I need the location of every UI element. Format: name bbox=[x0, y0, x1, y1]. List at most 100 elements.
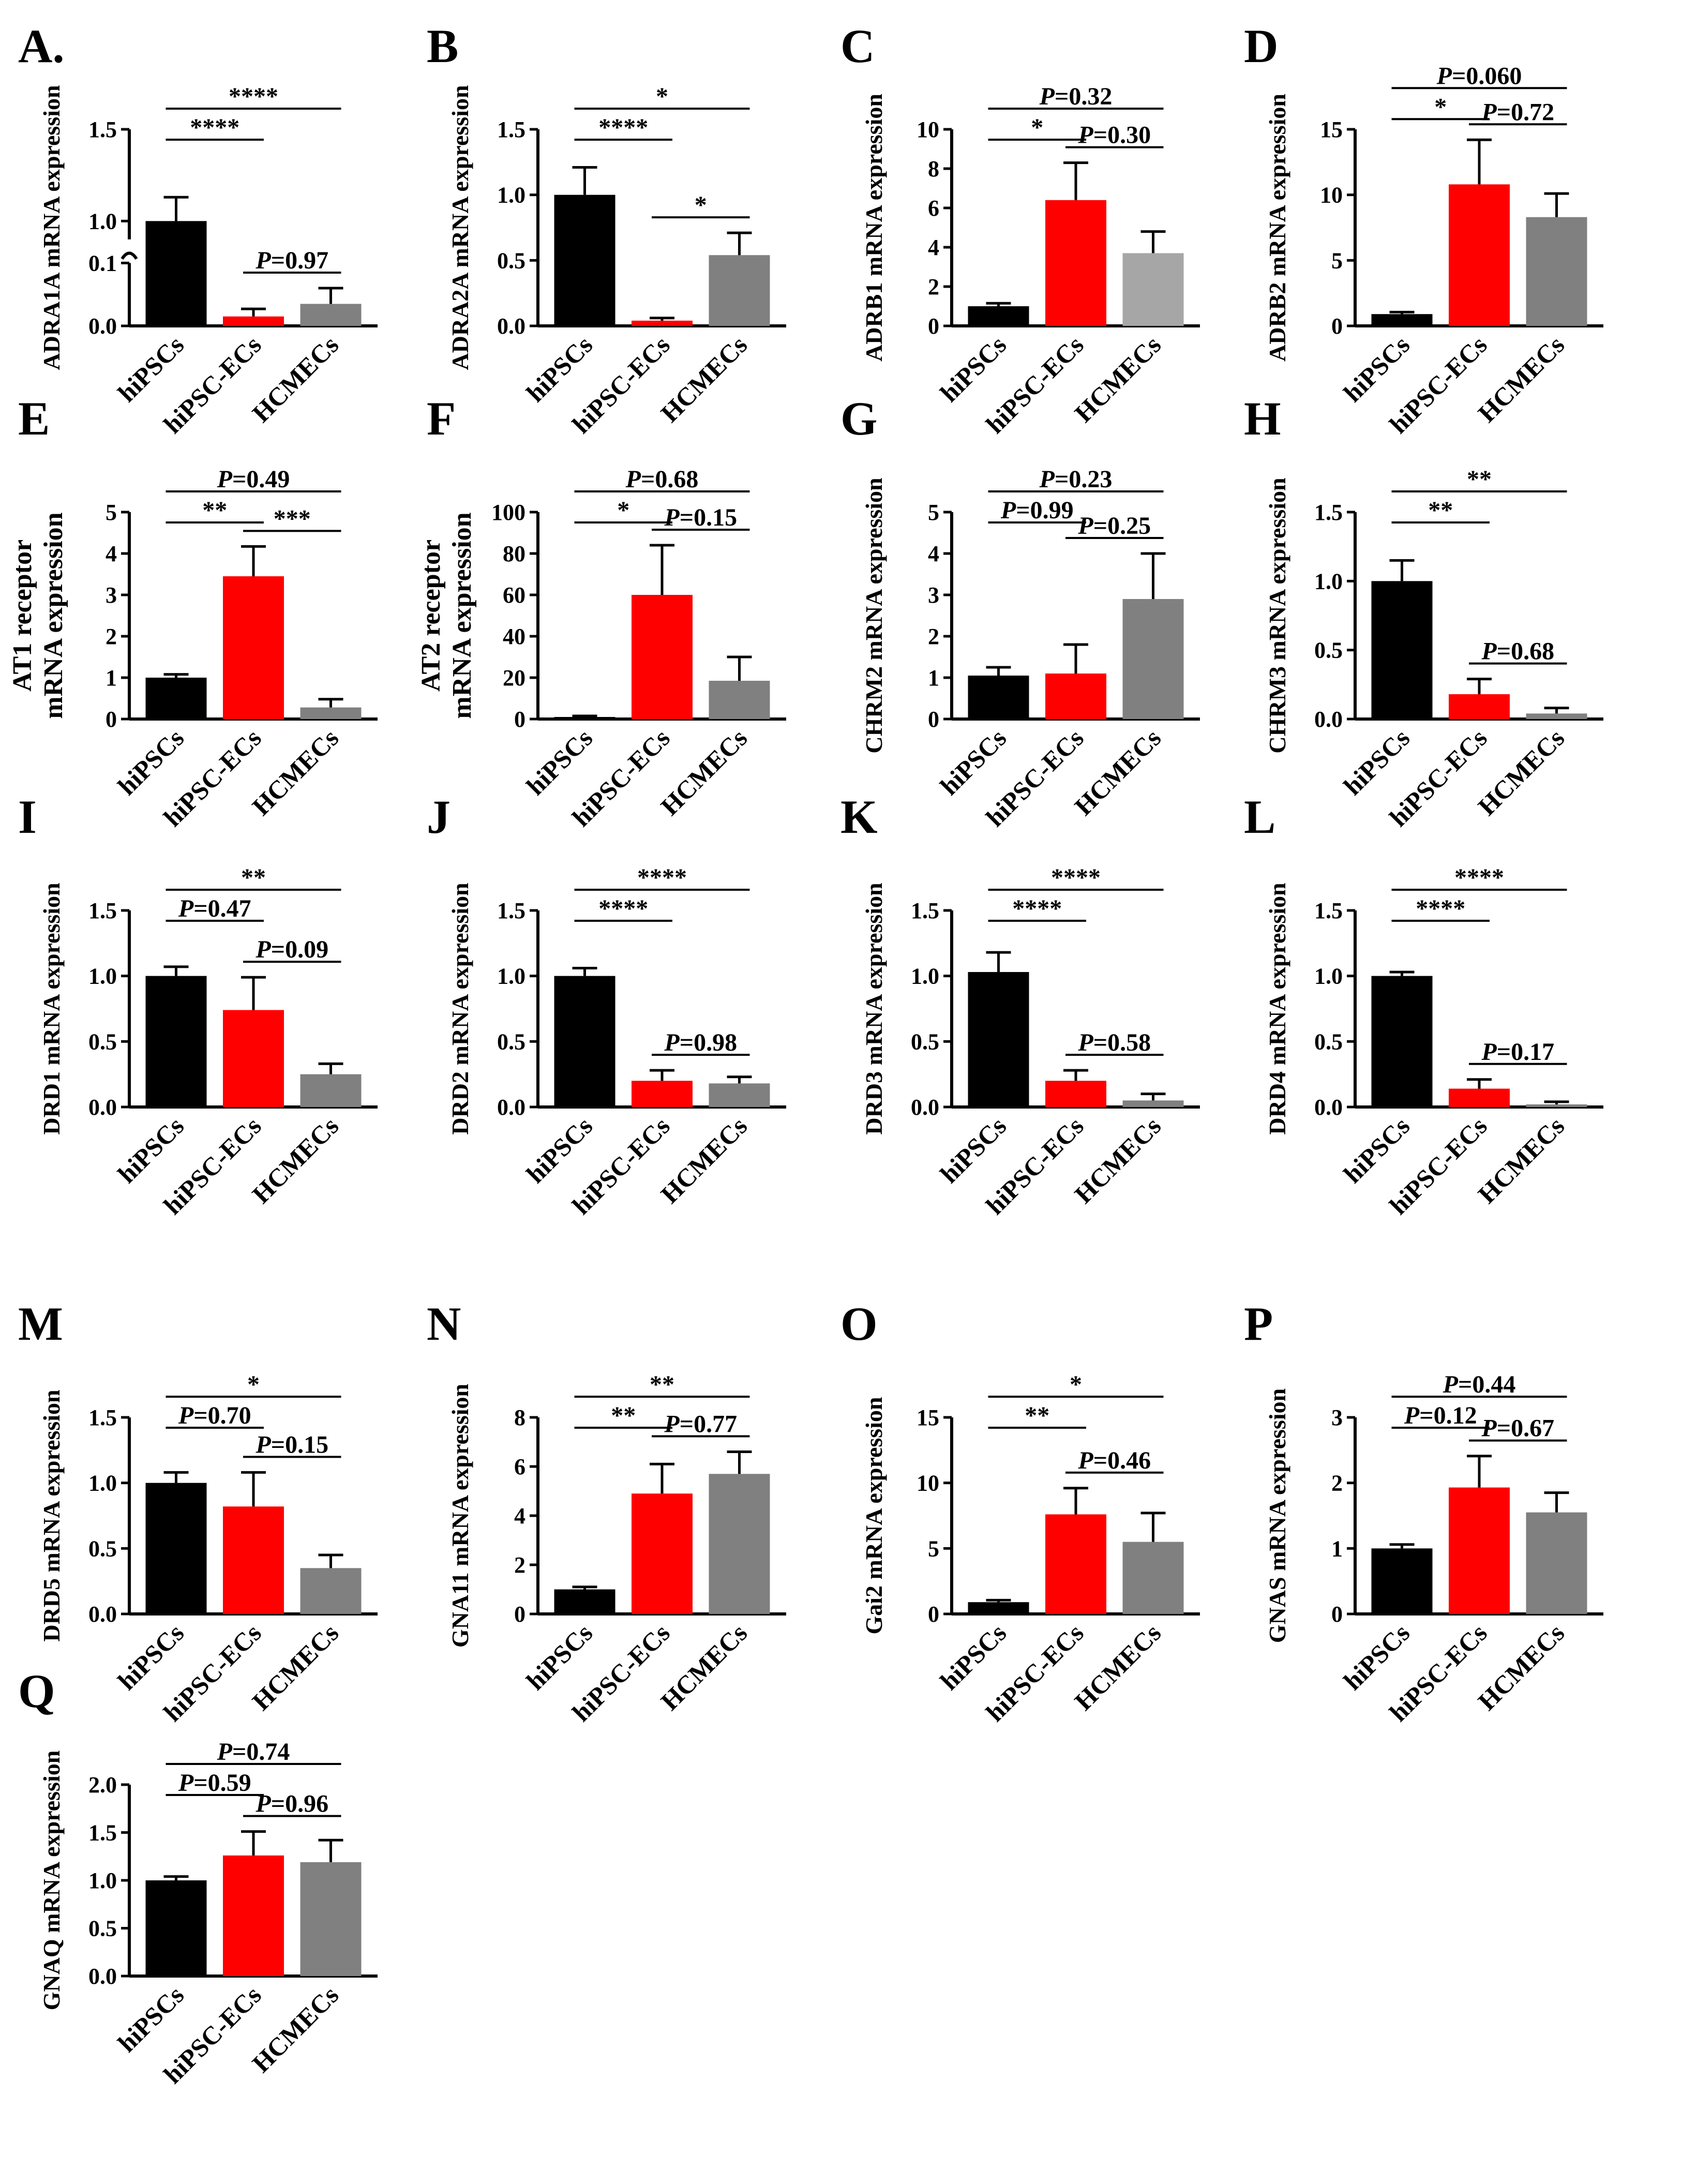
significance-label: P=0.98 bbox=[664, 1029, 737, 1056]
significance-label: P=0.47 bbox=[178, 895, 251, 922]
significance-label: * bbox=[617, 497, 629, 524]
y-tick-label: 0 bbox=[928, 313, 939, 339]
y-tick-label: 3 bbox=[1331, 1405, 1343, 1430]
bar-hipscs bbox=[1371, 581, 1433, 719]
y-tick-label: 4 bbox=[928, 541, 939, 566]
significance-label: * bbox=[1031, 114, 1043, 141]
panel-f: F 0 20 40 60 80 100 AT2 receptor mRNA expression… bbox=[416, 392, 786, 832]
significance-label: **** bbox=[190, 114, 239, 141]
significance-label: P=0.99 bbox=[1000, 497, 1074, 524]
y-tick-label: 1.5 bbox=[911, 898, 939, 923]
panel-letter-p: P bbox=[1244, 1297, 1273, 1350]
x-category-label: HCMECs bbox=[1472, 330, 1570, 428]
x-category-label: hiPSCs bbox=[112, 330, 190, 408]
significance-label: P=0.74 bbox=[217, 1738, 290, 1766]
x-category-label: HCMECs bbox=[1069, 330, 1166, 428]
y-axis-label: DRD4 mRNA expression bbox=[1264, 882, 1290, 1134]
significance-label: * bbox=[695, 191, 707, 219]
bar-hipscs bbox=[554, 717, 615, 719]
significance-label: **** bbox=[1012, 895, 1062, 922]
y-tick-label: 1.5 bbox=[1314, 898, 1343, 923]
significance-label: **** bbox=[1416, 895, 1465, 922]
significance-label: P=0.72 bbox=[1481, 98, 1554, 126]
y-tick-label: 0.0 bbox=[1314, 707, 1343, 732]
y-tick-label: 1.0 bbox=[1314, 964, 1343, 989]
x-category-label: HCMECs bbox=[1472, 723, 1570, 821]
significance-label: P=0.17 bbox=[1481, 1038, 1554, 1066]
significance-label: P=0.58 bbox=[1077, 1029, 1151, 1056]
bar-hipscs bbox=[145, 1483, 207, 1614]
y-axis-label: DRD5 mRNA expression bbox=[38, 1389, 65, 1641]
bar-hipscs bbox=[968, 972, 1029, 1107]
y-tick-label: 1 bbox=[928, 665, 939, 691]
x-category-label: hiPSCs bbox=[1338, 1618, 1416, 1696]
bar-hipscs bbox=[554, 1589, 615, 1614]
y-tick-label: 0 bbox=[514, 1602, 525, 1627]
bar-hcmecs bbox=[1122, 599, 1184, 719]
x-category-label: HCMECs bbox=[1069, 1618, 1166, 1716]
axis-break-mark bbox=[121, 251, 138, 260]
panel-letter-i: I bbox=[18, 790, 37, 843]
y-tick-label: 0 bbox=[928, 707, 939, 732]
y-tick-label: 0 bbox=[1331, 1602, 1343, 1627]
significance-label: P=0.49 bbox=[217, 466, 290, 493]
y-tick-label: 4 bbox=[106, 541, 117, 566]
panel-letter-f: F bbox=[427, 392, 456, 445]
significance-label: P=0.23 bbox=[1039, 466, 1113, 493]
y-tick-label: 0.5 bbox=[88, 1916, 117, 1941]
bar-hipscs bbox=[968, 676, 1029, 719]
panel-a: A. 0.0 0.1 1.0 1.5 ADRA1A mRNA expression hiPS… bbox=[18, 20, 378, 439]
y-axis-label: ADRB1 mRNA expression bbox=[861, 94, 887, 362]
significance-label: P=0.44 bbox=[1443, 1371, 1516, 1398]
y-tick-label: 8 bbox=[928, 156, 939, 182]
bar-hcmecs bbox=[300, 1862, 362, 1976]
x-category-label: hiPSCs bbox=[112, 1111, 190, 1189]
significance-label: P=0.30 bbox=[1077, 122, 1151, 149]
x-category-label: HCMECs bbox=[246, 1618, 344, 1716]
significance-label: P=0.67 bbox=[1481, 1415, 1554, 1442]
y-tick-label: 100 bbox=[491, 500, 525, 525]
panel-letter-o: O bbox=[840, 1297, 878, 1350]
x-category-label: HCMECs bbox=[1472, 1111, 1570, 1209]
bar-hipsc-ecs bbox=[223, 1010, 284, 1107]
y-tick-label: 4 bbox=[928, 235, 939, 260]
y-tick-label: 0.0 bbox=[88, 313, 117, 339]
y-axis-label: DRD3 mRNA expression bbox=[861, 882, 887, 1134]
bar-hipscs bbox=[554, 195, 615, 326]
bar-hipsc-ecs bbox=[1449, 1088, 1510, 1107]
y-tick-label: 2 bbox=[928, 624, 939, 649]
y-tick-label: 0.5 bbox=[1314, 1029, 1343, 1054]
y-tick-label: 1.0 bbox=[88, 964, 117, 989]
significance-label: ** bbox=[1428, 497, 1453, 524]
y-tick-label: 1.0 bbox=[88, 1868, 117, 1893]
bar-hipsc-ecs bbox=[632, 320, 693, 326]
significance-label: ** bbox=[650, 1371, 674, 1398]
bar-hcmecs bbox=[1526, 1104, 1587, 1107]
panel-letter-d: D bbox=[1244, 20, 1278, 72]
y-tick-label: 1.5 bbox=[88, 1405, 117, 1430]
y-tick-label: 5 bbox=[928, 1536, 939, 1561]
y-axis-label: ADRB2 mRNA expression bbox=[1264, 94, 1290, 362]
significance-label: P=0.77 bbox=[664, 1411, 737, 1438]
significance-label: ** bbox=[1467, 466, 1492, 493]
panel-b: B 0.0 0.5 1.0 1.5 ADRA2A mRNA expression hiPSC… bbox=[427, 20, 786, 439]
bar-hcmecs bbox=[1122, 1100, 1184, 1107]
y-tick-label: 6 bbox=[928, 196, 939, 221]
bar-hipscs bbox=[145, 221, 207, 326]
y-tick-label: 0.5 bbox=[88, 1536, 117, 1561]
significance-label: P=0.25 bbox=[1077, 512, 1151, 540]
bar-hipscs bbox=[968, 306, 1029, 326]
x-category-label: HCMECs bbox=[1472, 1618, 1570, 1716]
x-category-label: HCMECs bbox=[1069, 723, 1166, 821]
y-tick-label: 15 bbox=[1320, 117, 1343, 142]
panel-letter-n: N bbox=[427, 1297, 461, 1350]
y-tick-label: 2 bbox=[1331, 1471, 1343, 1496]
panel-letter-j: J bbox=[427, 790, 450, 843]
bar-hipscs bbox=[554, 976, 615, 1107]
x-category-label: hiPSCs bbox=[935, 1618, 1012, 1696]
y-tick-label: 2.0 bbox=[88, 1772, 117, 1798]
y-tick-label: 0.0 bbox=[88, 1964, 117, 1989]
